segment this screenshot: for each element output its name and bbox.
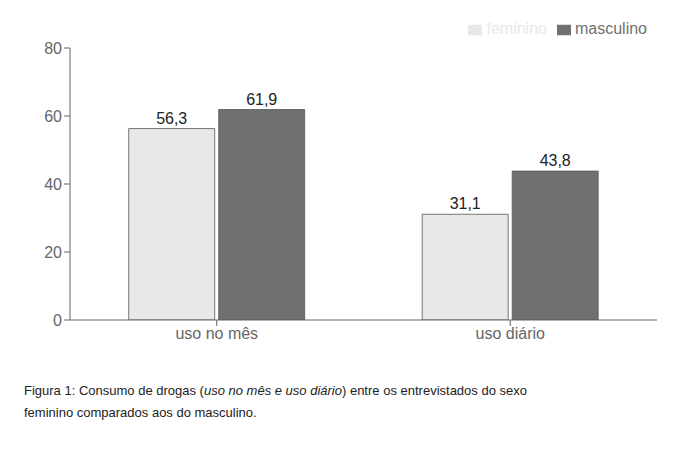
svg-text:43,8: 43,8 — [540, 152, 571, 169]
svg-text:61,9: 61,9 — [246, 91, 277, 108]
html-text:feminino: feminino — [486, 20, 547, 37]
html-text:Figura 1: Consumo de drogas (u: Figura 1: Consumo de drogas (uso no mês … — [24, 383, 527, 398]
html-text:feminino comparados aos do mas: feminino comparados aos do masculino. — [24, 405, 257, 420]
svg-text:uso no mês: uso no mês — [175, 325, 258, 342]
html-text:masculino: masculino — [575, 20, 647, 37]
svg-text:uso diário: uso diário — [476, 325, 545, 342]
svg-text:80: 80 — [44, 40, 62, 57]
svg-text:40: 40 — [44, 176, 62, 193]
svg-text:0: 0 — [53, 312, 62, 329]
svg-text:31,1: 31,1 — [450, 195, 481, 212]
svg-text:60: 60 — [44, 108, 62, 125]
svg-text:56,3: 56,3 — [156, 110, 187, 127]
svg-text:20: 20 — [44, 244, 62, 261]
